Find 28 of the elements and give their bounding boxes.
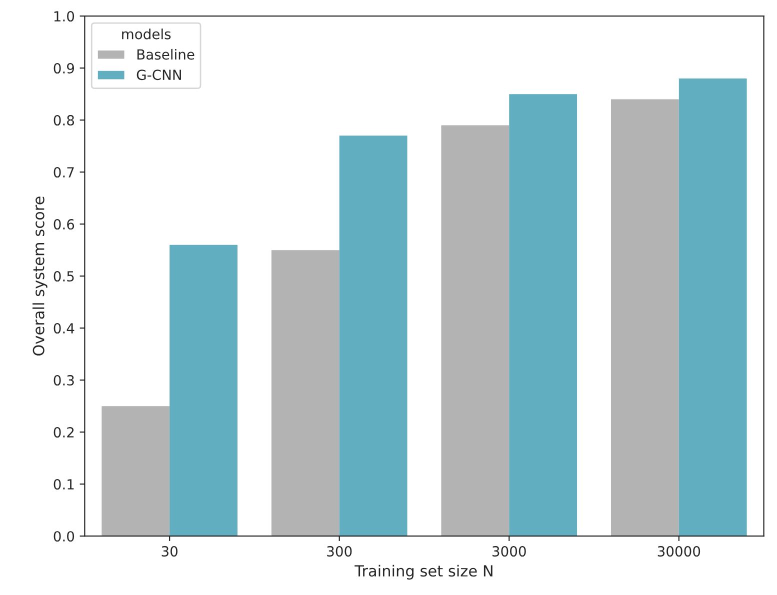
y-tick-label: 0.3	[54, 375, 74, 386]
bar	[102, 406, 170, 536]
bar	[509, 94, 578, 536]
bar	[271, 250, 340, 536]
x-axis-title: Training set size N	[354, 564, 492, 580]
legend-label: G-CNN	[136, 70, 181, 80]
y-tick-label: 0.9	[54, 63, 74, 74]
bar	[339, 136, 408, 536]
y-tick-label: 0.4	[54, 323, 74, 334]
y-axis-title: Overall system score	[32, 196, 48, 356]
y-tick-label: 0.8	[54, 115, 74, 126]
x-tick-label: 30	[162, 546, 178, 557]
legend-title: models	[122, 28, 171, 40]
legend-label: Baseline	[137, 48, 194, 60]
bar	[441, 125, 510, 536]
bar	[170, 244, 238, 536]
y-tick-label: 0.2	[54, 427, 74, 438]
y-tick-label: 0.1	[54, 479, 74, 490]
y-tick-label: 0.0	[54, 531, 74, 542]
bar	[678, 78, 747, 536]
y-tick-label: 1.0	[54, 11, 74, 22]
bar	[610, 99, 679, 536]
x-tick-label: 30000	[658, 546, 700, 557]
x-tick-label: 300	[327, 546, 352, 557]
y-tick-label: 0.7	[54, 167, 74, 178]
x-tick-label: 3000	[492, 546, 526, 557]
y-tick-label: 0.6	[54, 219, 74, 230]
y-tick-label: 0.5	[54, 271, 74, 282]
